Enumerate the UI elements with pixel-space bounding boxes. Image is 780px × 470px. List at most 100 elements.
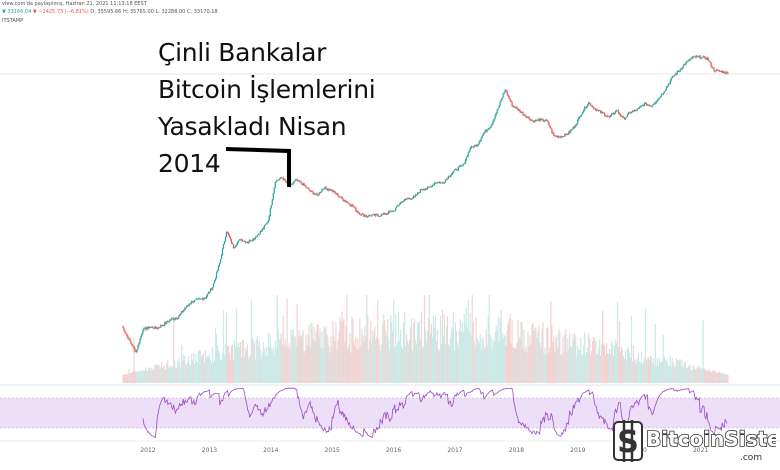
volume-bar [664, 359, 666, 383]
candle [374, 214, 376, 216]
volume-bar [488, 295, 490, 383]
volume-bar [194, 363, 196, 383]
candle [683, 64, 685, 66]
candle [488, 128, 490, 130]
candle [338, 196, 340, 198]
candle [621, 116, 624, 118]
volume-bar [240, 357, 243, 383]
candle [444, 179, 446, 183]
candle [632, 111, 635, 112]
volume-bar [557, 347, 559, 383]
volume-bar [217, 350, 220, 383]
volume-bar [616, 301, 619, 383]
volume-bar [280, 333, 282, 383]
volume-bar [269, 333, 271, 383]
volume-bar [315, 331, 317, 383]
candle [725, 71, 727, 74]
volume-bar [330, 336, 332, 383]
volume-bar [172, 366, 174, 383]
volume-bar [238, 347, 241, 383]
volume-bar [282, 315, 284, 383]
candle [409, 198, 412, 200]
candle [694, 56, 696, 58]
volume-bar [222, 310, 225, 383]
candle [489, 127, 491, 129]
candle [428, 186, 431, 188]
volume-bar [298, 330, 300, 383]
candle [309, 190, 311, 192]
volume-bar [157, 365, 159, 383]
candle [295, 178, 297, 181]
candle [713, 67, 715, 72]
volume-bar [396, 346, 398, 383]
candle [413, 196, 416, 198]
candle [290, 183, 292, 185]
volume-bar [183, 355, 185, 383]
volume-bar [673, 367, 675, 383]
volume-bar [555, 338, 557, 383]
volume-bar [614, 340, 617, 383]
candle [419, 189, 422, 193]
volume-bar [562, 336, 564, 383]
x-tick-label: 2017 [447, 447, 462, 454]
volume-bar [632, 345, 635, 383]
volume-bar [471, 295, 473, 383]
candle [279, 177, 281, 179]
volume-bar [521, 321, 523, 383]
volume-bar [254, 359, 256, 383]
volume-bar [362, 334, 364, 383]
volume-bar [459, 319, 461, 383]
volume-bar [213, 360, 216, 383]
candle [445, 178, 447, 180]
candle [537, 119, 539, 121]
volume-bar [165, 369, 167, 383]
candle [629, 112, 632, 114]
volume-bar [178, 357, 180, 383]
volume-bar [660, 362, 662, 383]
volume-bar [726, 374, 728, 383]
volume-bar [603, 343, 605, 383]
volume-bar [304, 350, 306, 383]
candle [649, 105, 651, 107]
volume-bar [540, 347, 542, 383]
volume-bar [436, 329, 439, 383]
candle [509, 98, 511, 101]
volume-bar [519, 338, 521, 383]
volume-bar [311, 323, 313, 383]
candle [216, 270, 219, 273]
candle [549, 125, 551, 128]
volume-bar [626, 346, 629, 383]
volume-bar [392, 331, 394, 383]
volume-bar [441, 309, 444, 383]
volume-bar [702, 320, 704, 383]
candle [388, 211, 390, 214]
volume-bar [155, 365, 157, 383]
candle [531, 119, 533, 121]
candle [577, 119, 579, 124]
volume-bar [709, 371, 711, 383]
candle [626, 114, 629, 117]
volume-bar [485, 329, 487, 383]
volume-bar [339, 317, 341, 383]
candle [702, 56, 704, 58]
candle [451, 172, 453, 175]
volume-bar [653, 364, 655, 383]
volume-bar [529, 335, 531, 383]
candle [342, 198, 344, 201]
volume-bar [408, 339, 411, 383]
volume-bar [641, 364, 644, 383]
candle [292, 182, 294, 185]
volume-bar [287, 347, 289, 383]
candle [449, 175, 451, 177]
volume-bar [567, 338, 569, 383]
candle [508, 95, 510, 99]
volume-bar [569, 332, 571, 383]
volume-bar [482, 339, 484, 383]
candle [192, 301, 194, 303]
volume-bar [672, 361, 674, 383]
candle [261, 228, 263, 232]
volume-bar [126, 374, 128, 383]
candle [503, 92, 505, 95]
volume-bar [594, 337, 596, 383]
candle [427, 186, 430, 188]
